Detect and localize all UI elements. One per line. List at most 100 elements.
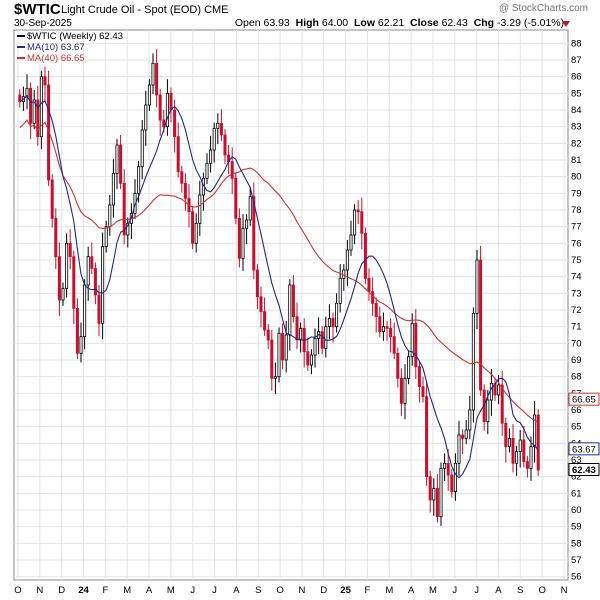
candle-body <box>29 87 33 124</box>
x-tick-label: J <box>212 585 217 596</box>
candle-body <box>288 284 292 336</box>
candle-body <box>479 259 483 391</box>
y-tick-label: 79 <box>571 188 582 199</box>
candle-body <box>176 136 180 173</box>
legend-ma10: MA(10) 63.67 <box>17 42 123 53</box>
exchange-text: CME <box>204 4 229 16</box>
candle-body <box>489 382 493 401</box>
x-tick-label: M <box>385 585 393 596</box>
candle-body <box>432 487 436 501</box>
candle-body <box>219 122 223 136</box>
y-tick-label: 71 <box>571 322 582 333</box>
candle-body <box>533 414 537 448</box>
candle-body <box>353 209 357 236</box>
x-tick-label: M <box>429 585 437 596</box>
candle-body <box>471 312 475 411</box>
candle-body <box>295 316 299 341</box>
y-tick-label: 82 <box>571 138 582 149</box>
high-value: 64.00 <box>321 17 349 29</box>
y-tick-label: 87 <box>571 55 582 66</box>
y-tick-label: 78 <box>571 205 582 216</box>
open-value: 63.93 <box>263 17 290 29</box>
candle-body <box>450 474 454 493</box>
candle-body <box>230 161 234 179</box>
low-value: 62.21 <box>377 17 405 29</box>
legend-price: $WTIC (Weekly) 62.43 <box>17 31 123 42</box>
candle-body <box>507 437 511 448</box>
symbol-title: $WTIC <box>14 1 61 18</box>
candle-body <box>252 196 256 271</box>
y-tick-label: 65 <box>571 422 582 433</box>
y-tick-label: 58 <box>571 538 582 549</box>
candle-body <box>54 217 58 258</box>
chart-legend: $WTIC (Weekly) 62.43 MA(10) 63.67 MA(40)… <box>17 31 123 64</box>
candle-body <box>345 249 349 271</box>
candle-body <box>349 234 353 251</box>
y-tick-label: 63 <box>571 455 582 466</box>
y-tick-label: 60 <box>571 505 582 516</box>
description-text: Light Crude Oil - Spot (EOD) <box>61 4 201 16</box>
candle-body <box>65 242 69 289</box>
x-tick-label: A <box>408 585 415 596</box>
candle-body <box>363 232 367 279</box>
y-tick-label: 85 <box>571 88 582 99</box>
ma10-value-tag-box <box>568 442 600 456</box>
y-tick-label: 74 <box>571 272 582 283</box>
x-tick-label: N <box>561 585 568 596</box>
candle-body <box>86 256 90 286</box>
y-tick-label: 72 <box>571 305 582 316</box>
candle-body <box>500 384 504 424</box>
candle-body <box>439 467 443 518</box>
ma10-line <box>19 94 539 479</box>
candle-body <box>104 226 108 248</box>
candle-body <box>255 269 259 298</box>
candle-body <box>36 99 40 138</box>
candle-body <box>410 322 414 358</box>
candle-body <box>101 246 105 324</box>
y-tick-label: 76 <box>571 238 582 249</box>
x-tick-label: J <box>190 585 195 596</box>
candle-body <box>183 182 187 199</box>
legend-ma40-label: MA(40) 66.65 <box>27 53 85 64</box>
candle-body <box>191 211 195 244</box>
candle-body <box>468 409 472 431</box>
x-tick-label: N <box>36 585 43 596</box>
candle-body <box>453 462 457 493</box>
y-tick-label: 75 <box>571 255 582 266</box>
candle-body <box>281 332 285 361</box>
legend-price-label: $WTIC (Weekly) 62.43 <box>27 31 123 42</box>
candle-body <box>360 211 364 234</box>
candle-body <box>137 166 141 194</box>
candle-body <box>374 302 378 318</box>
candle-body <box>299 327 303 341</box>
candle-body <box>155 62 159 96</box>
ma40-line <box>19 119 539 424</box>
date-label: 30-Sep-2025 <box>14 18 72 29</box>
candle-body <box>212 127 216 151</box>
candle-body <box>324 326 328 349</box>
x-tick-label: O <box>276 585 283 596</box>
candle-body <box>435 487 439 518</box>
candle-body <box>417 366 421 388</box>
candle-body <box>158 94 162 121</box>
candle-body <box>79 336 83 354</box>
candle-body <box>414 322 418 368</box>
y-tick-label: 68 <box>571 372 582 383</box>
x-tick-label: A <box>146 585 153 596</box>
candle-body <box>277 332 281 378</box>
candle-body <box>273 376 277 379</box>
candle-body <box>291 284 295 318</box>
candle-body <box>475 259 479 314</box>
candle-body <box>61 287 65 301</box>
candle-body <box>270 339 274 379</box>
x-tick-label: M <box>167 585 175 596</box>
close-label: Close <box>410 17 439 29</box>
candle-body <box>209 149 213 164</box>
candle-body <box>331 317 335 328</box>
candle-body <box>140 129 144 168</box>
candle-body <box>266 329 270 341</box>
candle-body <box>75 307 79 354</box>
candle-body <box>245 219 249 229</box>
y-tick-label: 77 <box>571 222 582 233</box>
x-tick-label: 25 <box>340 585 351 596</box>
